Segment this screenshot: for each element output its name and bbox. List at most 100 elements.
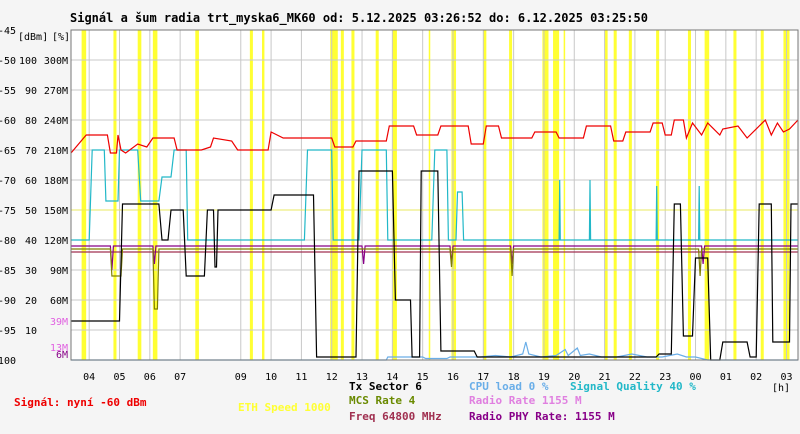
series-line-radio-phy-rate [71, 245, 798, 271]
y3-tick-label: 270M [44, 86, 68, 97]
x-tick-label: 17 [477, 372, 489, 383]
y3-tick-label: 150M [44, 206, 68, 217]
series-line-signal-quality [71, 149, 798, 241]
legend-sq: Signal Quality 40 % [570, 380, 696, 393]
legend-phy: Radio PHY Rate: 1155 M [469, 410, 615, 423]
eth-band [483, 30, 487, 360]
eth-band [553, 30, 560, 360]
x-tick-label: 05 [113, 372, 125, 383]
eth-band [542, 30, 549, 360]
x-tick-label: 12 [326, 372, 338, 383]
eth-band [760, 30, 764, 360]
y3-tick-label: 180M [44, 176, 68, 187]
x-unit-label: [h] [772, 383, 790, 394]
eth-band [113, 30, 117, 360]
x-tick-label: 02 [750, 372, 762, 383]
y1-tick-label: -75 [0, 206, 16, 217]
legend-mcs: MCS Rate 4 [349, 394, 416, 407]
eth-band [330, 30, 338, 360]
legend-eth: ETH Speed 1000 [238, 401, 331, 414]
legend-rr: Radio Rate 1155 M [469, 394, 582, 407]
x-tick-label: 15 [417, 372, 429, 383]
y3-tick-label: 60M [50, 296, 68, 307]
eth-band [428, 30, 431, 360]
y2-tick-label: 80 [25, 116, 37, 127]
eth-band [604, 30, 608, 360]
y1-tick-label: -50 [0, 56, 16, 67]
y2-tick-label: 60 [25, 176, 37, 187]
y1-tick-label: -45 [0, 26, 16, 37]
eth-band [375, 30, 379, 360]
y1-axis-label: [dBm] [18, 32, 48, 43]
y1-tick-label: -90 [0, 296, 16, 307]
x-tick-label: 03 [780, 372, 792, 383]
eth-band [249, 30, 253, 360]
y3-tick-label: 120M [44, 236, 68, 247]
y2-tick-label: 100 [19, 56, 37, 67]
eth-band [392, 30, 397, 360]
x-tick-label: 07 [174, 372, 186, 383]
x-tick-label: 06 [144, 372, 156, 383]
eth-band [687, 30, 691, 360]
eth-band [656, 30, 660, 360]
x-tick-label: 23 [659, 372, 671, 383]
x-tick-label: 20 [568, 372, 580, 383]
y1-tick-label: -85 [0, 266, 16, 277]
x-tick-label: 13 [356, 372, 368, 383]
x-tick-label: 01 [720, 372, 732, 383]
series-line-tx-sector [71, 170, 798, 361]
y3-tick-label: 300M [44, 56, 68, 67]
eth-band [137, 30, 142, 360]
y2-tick-label: 70 [25, 146, 37, 157]
y1-tick-label: -60 [0, 116, 16, 127]
legend-freq: Freq 64800 MHz [349, 410, 442, 423]
y2-axis-label: [%] [52, 32, 70, 43]
eth-band [628, 30, 632, 360]
x-tick-label: 11 [295, 372, 307, 383]
x-tick-label: 14 [386, 372, 398, 383]
x-tick-label: 04 [83, 372, 95, 383]
eth-band [152, 30, 158, 360]
y3-tick-label: 90M [50, 266, 68, 277]
y2-tick-label: 30 [25, 266, 37, 277]
y3-tick-label: 210M [44, 146, 68, 157]
eth-band [733, 30, 737, 360]
eth-band [351, 30, 355, 360]
y1-tick-label: -100 [0, 356, 16, 367]
y1-tick-label: -70 [0, 176, 16, 187]
y3-tick-label: 240M [44, 116, 68, 127]
y2-tick-label: 90 [25, 86, 37, 97]
eth-band [261, 30, 265, 360]
eth-band [509, 30, 513, 360]
eth-band [195, 30, 199, 360]
eth-band [340, 30, 344, 360]
x-tick-label: 09 [235, 372, 247, 383]
special-tick-label: 6M [56, 350, 68, 361]
plot-area [71, 30, 798, 360]
x-tick-label: 00 [690, 372, 702, 383]
y2-tick-label: 50 [25, 206, 37, 217]
y1-tick-label: -95 [0, 326, 16, 337]
x-tick-label: 19 [538, 372, 550, 383]
legend-tx: Tx Sector 6 [349, 380, 422, 393]
y2-tick-label: 20 [25, 296, 37, 307]
eth-band [613, 30, 617, 360]
eth-band [451, 30, 457, 360]
series-line-cpu-load [71, 341, 798, 361]
y1-tick-label: -65 [0, 146, 16, 157]
x-tick-label: 21 [599, 372, 611, 383]
legend-cpu: CPU load 0 % [469, 380, 549, 393]
x-tick-label: 22 [629, 372, 641, 383]
chart-title: Signál a šum radia trt_myska6_MK60 od: 5… [70, 11, 648, 26]
plot-frame [70, 29, 799, 361]
y1-tick-label: -80 [0, 236, 16, 247]
x-tick-label: 10 [265, 372, 277, 383]
y2-tick-label: 10 [25, 326, 37, 337]
eth-band [704, 30, 710, 360]
y2-tick-label: 40 [25, 236, 37, 247]
special-tick-label: 39M [50, 317, 68, 328]
special-tick-label: 13M [50, 343, 68, 354]
legend-signal: Signál: nyní -60 dBm [14, 396, 147, 409]
